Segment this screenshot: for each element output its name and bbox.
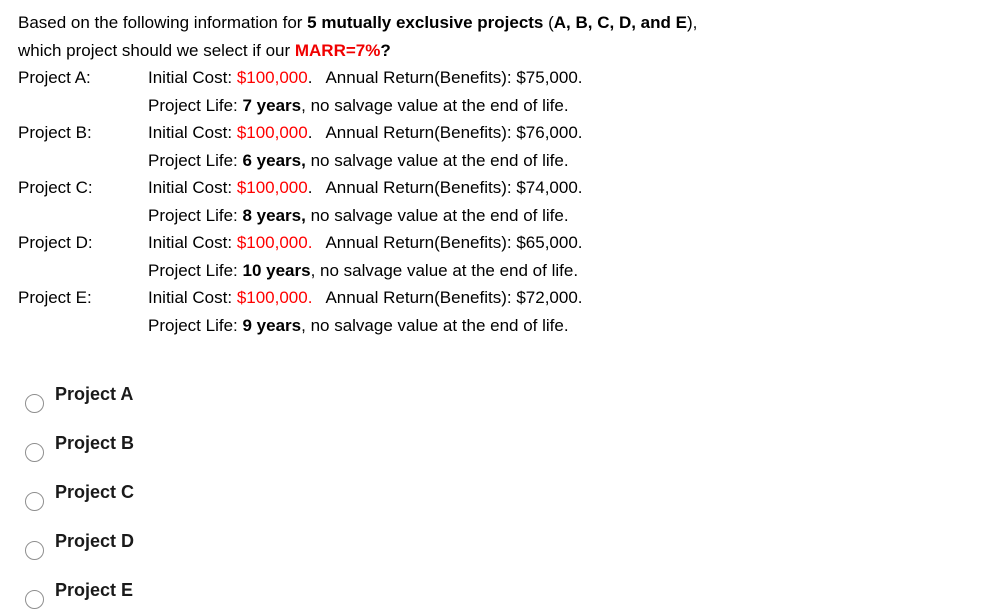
project-life-years: 8 years, — [242, 205, 306, 225]
project-life-rest: , no salvage value at the end of life. — [301, 315, 569, 335]
radio-button-project-a[interactable] — [25, 394, 44, 413]
initial-cost-amount: $100,000. — [236, 288, 313, 307]
project-life-label: Project Life: — [148, 205, 243, 225]
radio-button-project-b[interactable] — [25, 443, 44, 462]
initial-cost-amount: $100,000 — [236, 178, 308, 197]
cost-period: . — [307, 68, 313, 87]
initial-cost-label: Initial Cost: — [148, 288, 237, 307]
initial-cost-amount: $100,000 — [236, 123, 308, 142]
answer-options-group: Project A Project B Project C Project D … — [0, 383, 994, 614]
project-life-years: 6 years, — [242, 150, 306, 170]
annual-return-text: Annual Return(Benefits): $76,000. — [325, 123, 583, 142]
option-project-b[interactable]: Project B — [25, 432, 994, 481]
project-row-d: Project D: Initial Cost: $100,000. Annual… — [18, 229, 994, 284]
project-cost-line: Initial Cost: $100,000. Annual Return(Ben… — [148, 174, 994, 202]
project-life-line: Project Life: 8 years, no salvage value … — [148, 202, 994, 230]
project-life-line: Project Life: 9 years, no salvage value … — [148, 312, 994, 340]
project-details: Initial Cost: $100,000. Annual Return(Ben… — [148, 229, 994, 284]
question-body: Based on the following information for 5… — [18, 9, 994, 339]
cost-period: . — [307, 178, 313, 197]
project-life-rest: , no salvage value at the end of life. — [310, 260, 579, 280]
option-project-a[interactable]: Project A — [25, 383, 994, 432]
annual-return-text: Annual Return(Benefits): $74,000. — [325, 178, 583, 197]
project-cost-line: Initial Cost: $100,000. Annual Return(Ben… — [148, 119, 994, 147]
annual-return-text: Annual Return(Benefits): $72,000. — [325, 288, 583, 307]
cost-period: . — [307, 123, 313, 142]
project-life-rest: , no salvage value at the end of life. — [301, 95, 569, 115]
project-label: Project C: — [18, 178, 93, 197]
project-details: Initial Cost: $100,000. Annual Return(Ben… — [148, 284, 994, 339]
project-details: Initial Cost: $100,000. Annual Return(Ben… — [148, 119, 994, 174]
project-life-rest: no salvage value at the end of life. — [305, 150, 569, 170]
initial-cost-label: Initial Cost: — [148, 178, 237, 197]
annual-return-text: Annual Return(Benefits): $65,000. — [325, 233, 583, 252]
project-life-line: Project Life: 6 years, no salvage value … — [148, 147, 994, 175]
project-life-label: Project Life: — [148, 150, 243, 170]
option-project-d[interactable]: Project D — [25, 530, 994, 579]
option-label-project-d[interactable]: Project D — [55, 531, 135, 551]
option-label-project-a[interactable]: Project A — [55, 384, 134, 404]
project-life-label: Project Life: — [148, 95, 243, 115]
initial-cost-label: Initial Cost: — [148, 233, 237, 252]
project-life-label: Project Life: — [148, 260, 243, 280]
project-row-b: Project B: Initial Cost: $100,000. Annual… — [18, 119, 994, 174]
project-life-years: 7 years — [242, 95, 302, 115]
project-life-label: Project Life: — [148, 315, 243, 335]
project-row-a: Project A: Initial Cost: $100,000. Annual… — [18, 64, 994, 119]
option-label-project-c[interactable]: Project C — [55, 482, 135, 502]
project-label: Project E: — [18, 288, 92, 307]
project-life-line: Project Life: 7 years, no salvage value … — [148, 92, 994, 120]
project-details: Initial Cost: $100,000. Annual Return(Ben… — [148, 174, 994, 229]
question-intro-line-1: Based on the following information for 5… — [18, 9, 994, 37]
project-cost-line: Initial Cost: $100,000. Annual Return(Ben… — [148, 64, 994, 92]
project-row-e: Project E: Initial Cost: $100,000. Annual… — [18, 284, 994, 339]
intro-text: ( — [543, 13, 554, 32]
question-intro-line-2: which project should we select if our MA… — [18, 37, 994, 65]
radio-button-project-c[interactable] — [25, 492, 44, 511]
radio-button-project-d[interactable] — [25, 541, 44, 560]
project-life-rest: no salvage value at the end of life. — [305, 205, 569, 225]
marr-value: MARR=7% — [294, 40, 381, 60]
project-label: Project D: — [18, 233, 93, 252]
initial-cost-amount: $100,000. — [236, 233, 313, 252]
project-cost-line: Initial Cost: $100,000. Annual Return(Ben… — [148, 229, 994, 257]
project-life-line: Project Life: 10 years, no salvage value… — [148, 257, 994, 285]
intro-text: which project should we select if our — [18, 40, 295, 60]
radio-button-project-e[interactable] — [25, 590, 44, 609]
project-life-years: 9 years — [242, 315, 302, 335]
project-row-c: Project C: Initial Cost: $100,000. Annual… — [18, 174, 994, 229]
option-project-e[interactable]: Project E — [25, 579, 994, 614]
initial-cost-label: Initial Cost: — [148, 68, 237, 87]
annual-return-text: Annual Return(Benefits): $75,000. — [325, 68, 583, 87]
project-label: Project B: — [18, 123, 92, 142]
project-label: Project A: — [18, 68, 91, 87]
option-label-project-b[interactable]: Project B — [55, 433, 135, 453]
intro-bold-letters: A, B, C, D, and E — [553, 13, 687, 32]
project-cost-line: Initial Cost: $100,000. Annual Return(Ben… — [148, 284, 994, 312]
project-details: Initial Cost: $100,000. Annual Return(Ben… — [148, 64, 994, 119]
initial-cost-label: Initial Cost: — [148, 123, 237, 142]
intro-bold-projects: 5 mutually exclusive projects — [307, 13, 544, 32]
intro-text: ), — [686, 13, 698, 32]
option-label-project-e[interactable]: Project E — [55, 580, 134, 600]
initial-cost-amount: $100,000 — [236, 68, 308, 87]
option-project-c[interactable]: Project C — [25, 481, 994, 530]
question-mark: ? — [380, 40, 391, 60]
project-life-years: 10 years — [242, 260, 311, 280]
intro-text: Based on the following information for — [18, 13, 308, 32]
